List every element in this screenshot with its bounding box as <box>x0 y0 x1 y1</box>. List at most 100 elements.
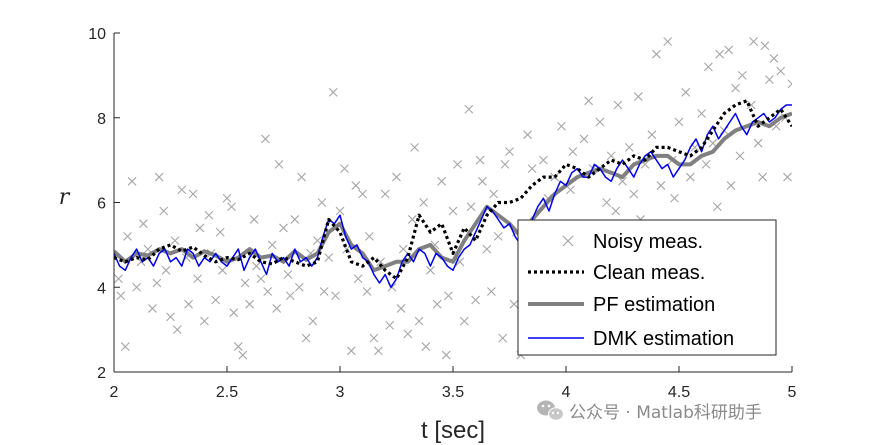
noisy-marker <box>523 130 532 140</box>
noisy-marker <box>335 206 345 216</box>
noisy-marker <box>432 299 442 309</box>
noisy-marker <box>726 181 736 190</box>
noisy-marker <box>557 121 566 131</box>
noisy-marker <box>487 287 496 296</box>
noisy-marker <box>426 265 435 275</box>
noisy-marker <box>746 100 756 110</box>
noisy-marker <box>753 138 763 148</box>
noisy-marker <box>414 316 424 326</box>
x-tick-label: 3 <box>336 384 345 401</box>
x-tick-label: 3.5 <box>442 384 464 401</box>
noisy-marker <box>193 274 203 284</box>
series-clean-line <box>114 99 792 281</box>
noisy-marker <box>392 172 401 182</box>
noisy-marker <box>489 189 499 199</box>
noisy-marker <box>362 287 372 296</box>
noisy-marker <box>380 189 390 199</box>
noisy-marker <box>403 329 413 339</box>
noisy-marker <box>301 333 311 343</box>
noisy-marker <box>769 54 779 63</box>
noisy-marker <box>290 215 300 224</box>
noisy-marker <box>358 189 367 199</box>
noisy-marker <box>188 189 198 199</box>
noisy-marker <box>369 333 379 343</box>
noisy-marker <box>297 172 306 182</box>
noisy-marker <box>324 253 334 262</box>
legend-entry-pf: PF estimation <box>528 294 715 316</box>
noisy-marker <box>713 202 722 212</box>
noisy-marker <box>328 87 338 97</box>
noisy-marker <box>749 37 758 46</box>
legend-label-pf: PF estimation <box>593 294 715 316</box>
noisy-marker <box>527 164 537 173</box>
series-pf-line <box>114 111 792 273</box>
noisy-marker <box>776 66 786 76</box>
noisy-marker <box>697 109 706 118</box>
noisy-marker <box>351 181 361 190</box>
noisy-marker <box>267 240 277 250</box>
noisy-marker <box>663 37 673 46</box>
noisy-marker <box>317 198 327 207</box>
noisy-marker <box>272 304 282 313</box>
noisy-marker <box>385 320 395 330</box>
noisy-marker <box>123 232 132 241</box>
noisy-marker <box>227 202 236 212</box>
noisy-marker <box>758 172 768 182</box>
wechat-icon <box>537 400 564 421</box>
noisy-marker <box>256 274 266 284</box>
y-axis-label: r <box>59 185 71 210</box>
noisy-marker <box>116 291 126 301</box>
noisy-marker <box>602 198 612 207</box>
noisy-marker <box>568 147 578 157</box>
noisy-marker <box>579 134 589 144</box>
noisy-marker <box>477 176 487 186</box>
noisy-marker <box>735 151 745 161</box>
noisy-marker <box>154 172 164 182</box>
noisy-marker <box>715 49 725 59</box>
noisy-marker <box>172 325 182 335</box>
noisy-marker <box>453 159 462 169</box>
noisy-marker <box>308 316 318 326</box>
x-tick-label: 2 <box>110 384 119 401</box>
noisy-marker <box>245 299 254 309</box>
legend-label-dmk: DMK estimation <box>593 328 734 350</box>
noisy-marker <box>251 261 261 271</box>
noisy-marker <box>633 92 643 101</box>
noisy-marker <box>170 236 180 246</box>
noisy-marker <box>396 304 406 313</box>
noisy-marker <box>652 49 661 59</box>
watermark-text: 公众号 · Matlab科研助手 <box>569 403 762 423</box>
noisy-marker <box>624 143 634 152</box>
noisy-marker <box>331 291 340 301</box>
series-dmk-line <box>114 104 792 289</box>
x-tick-label: 4.5 <box>668 384 690 401</box>
noisy-marker <box>263 287 273 296</box>
noisy-marker <box>294 282 304 292</box>
noisy-marker <box>132 282 141 292</box>
noisy-marker <box>419 198 429 207</box>
y-tick-label: 4 <box>97 280 106 297</box>
noisy-marker <box>159 206 169 216</box>
noisy-marker <box>274 159 284 169</box>
noisy-marker <box>177 185 187 195</box>
noisy-marker <box>346 346 356 356</box>
noisy-marker <box>222 193 232 203</box>
x-tick-label: 2.5 <box>216 384 238 401</box>
legend-label-noisy: Noisy meas. <box>593 231 703 253</box>
noisy-marker <box>783 172 792 182</box>
noisy-marker <box>211 295 221 305</box>
noisy-marker <box>200 316 209 326</box>
noisy-marker <box>724 45 734 55</box>
noisy-marker <box>493 232 503 241</box>
noisy-marker <box>229 308 239 318</box>
noisy-marker <box>701 159 711 169</box>
noisy-marker <box>410 143 419 152</box>
noisy-marker <box>285 291 295 301</box>
noisy-marker <box>760 41 770 51</box>
noisy-marker <box>148 304 157 313</box>
noisy-marker <box>353 274 363 284</box>
legend-entry-noisy: Noisy meas. <box>562 231 703 253</box>
noisy-marker <box>629 189 639 199</box>
noisy-marker <box>611 206 621 216</box>
